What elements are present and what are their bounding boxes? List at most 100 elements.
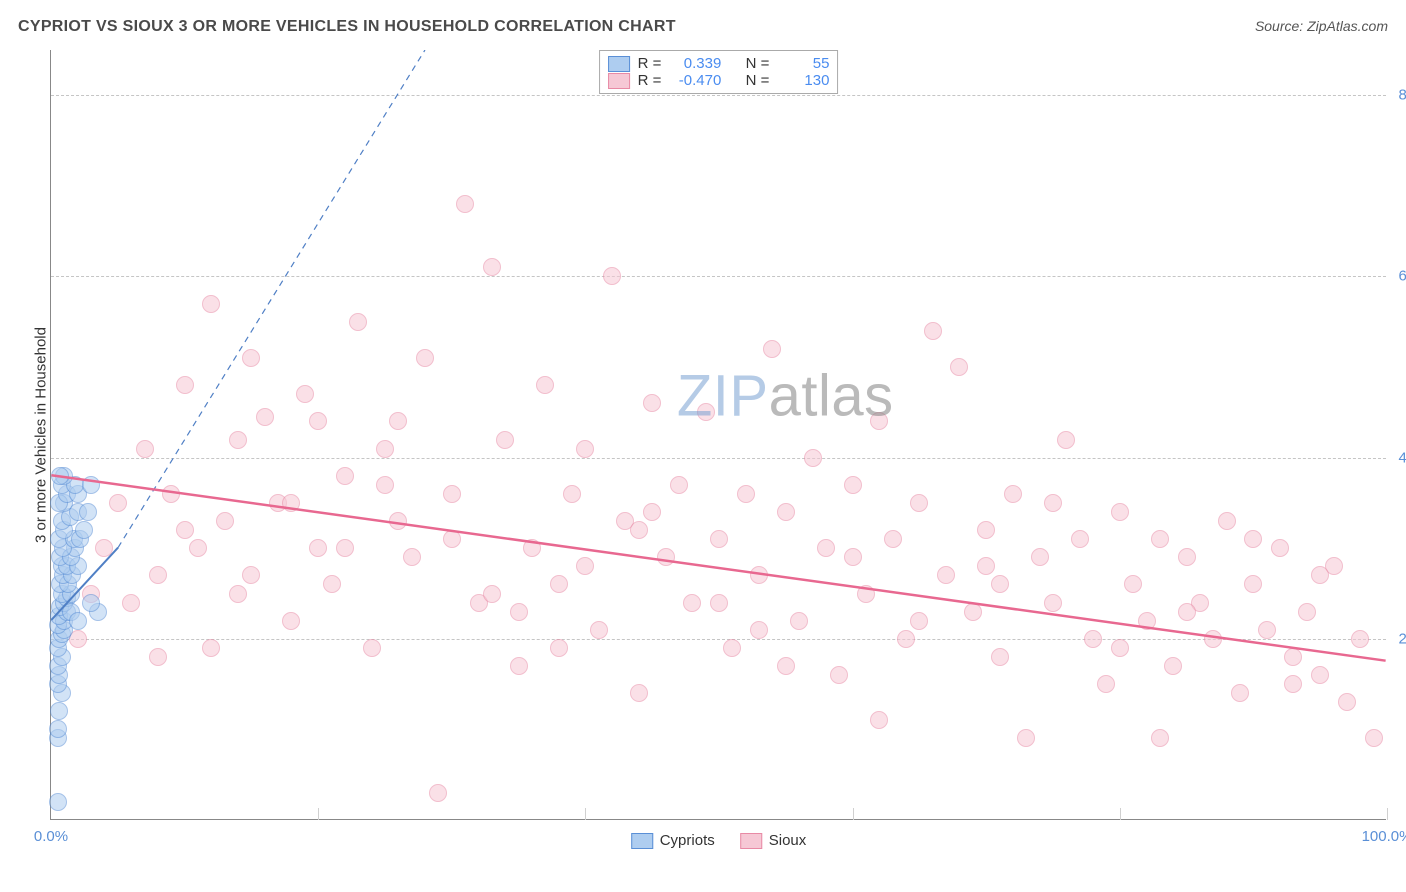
data-point: [1258, 621, 1276, 639]
data-point: [403, 548, 421, 566]
data-point: [82, 594, 100, 612]
legend-item: Sioux: [740, 832, 807, 849]
data-point: [1044, 594, 1062, 612]
legend-swatch: [740, 833, 762, 849]
data-point: [229, 431, 247, 449]
data-point: [603, 267, 621, 285]
data-point: [977, 521, 995, 539]
data-point: [723, 639, 741, 657]
data-point: [1084, 630, 1102, 648]
data-point: [897, 630, 915, 648]
data-point: [870, 711, 888, 729]
data-point: [683, 594, 701, 612]
legend-swatch: [608, 73, 630, 89]
data-point: [1284, 648, 1302, 666]
stat-label-n: N =: [746, 72, 770, 89]
data-point: [456, 195, 474, 213]
source-name: ZipAtlas.com: [1307, 18, 1388, 34]
x-tick-label: 100.0%: [1362, 828, 1406, 845]
data-point: [95, 539, 113, 557]
data-point: [643, 394, 661, 412]
data-point: [49, 720, 67, 738]
legend-swatch: [631, 833, 653, 849]
data-point: [1244, 575, 1262, 593]
stats-row: R =-0.470 N =130: [608, 72, 830, 89]
data-point: [1231, 684, 1249, 702]
tick-v: [1120, 808, 1121, 820]
data-point: [763, 340, 781, 358]
data-point: [202, 295, 220, 313]
tick-v: [1387, 808, 1388, 820]
y-tick-label: 20.0%: [1398, 630, 1406, 647]
data-point: [176, 376, 194, 394]
data-point: [176, 521, 194, 539]
data-point: [483, 585, 501, 603]
gridline-h: [51, 458, 1386, 459]
trendlines: [51, 50, 1386, 819]
legend-label: Cypriots: [660, 832, 715, 849]
data-point: [510, 657, 528, 675]
data-point: [777, 657, 795, 675]
data-point: [1071, 530, 1089, 548]
data-point: [697, 403, 715, 421]
stats-row: R =0.339 N =55: [608, 55, 830, 72]
source-prefix: Source:: [1255, 18, 1307, 34]
data-point: [1218, 512, 1236, 530]
data-point: [830, 666, 848, 684]
data-point: [336, 467, 354, 485]
y-tick-label: 60.0%: [1398, 268, 1406, 285]
data-point: [416, 349, 434, 367]
data-point: [1097, 675, 1115, 693]
data-point: [1124, 575, 1142, 593]
data-point: [1311, 666, 1329, 684]
series-legend: Cypriots Sioux: [631, 832, 807, 849]
data-point: [910, 494, 928, 512]
data-point: [69, 612, 87, 630]
y-tick-label: 80.0%: [1398, 87, 1406, 104]
data-point: [657, 548, 675, 566]
data-point: [202, 639, 220, 657]
data-point: [49, 793, 67, 811]
data-point: [1057, 431, 1075, 449]
stat-value-n: 55: [777, 55, 829, 72]
stat-label-r: R =: [638, 55, 662, 72]
data-point: [389, 512, 407, 530]
data-point: [964, 603, 982, 621]
data-point: [349, 313, 367, 331]
data-point: [1164, 657, 1182, 675]
data-point: [336, 539, 354, 557]
data-point: [550, 575, 568, 593]
y-tick-label: 40.0%: [1398, 449, 1406, 466]
data-point: [991, 648, 1009, 666]
legend-swatch: [608, 56, 630, 72]
data-point: [550, 639, 568, 657]
data-point: [737, 485, 755, 503]
data-point: [496, 431, 514, 449]
data-point: [189, 539, 207, 557]
data-point: [910, 612, 928, 630]
gridline-h: [51, 639, 1386, 640]
data-point: [844, 476, 862, 494]
data-point: [376, 476, 394, 494]
data-point: [750, 566, 768, 584]
tick-v: [318, 808, 319, 820]
data-point: [510, 603, 528, 621]
header: CYPRIOT VS SIOUX 3 OR MORE VEHICLES IN H…: [18, 18, 1388, 36]
data-point: [1178, 548, 1196, 566]
data-point: [82, 476, 100, 494]
source: Source: ZipAtlas.com: [1255, 18, 1388, 36]
stat-value-n: 130: [777, 72, 829, 89]
data-point: [777, 503, 795, 521]
stat-value-r: 0.339: [669, 55, 721, 72]
data-point: [162, 485, 180, 503]
stats-legend: R =0.339 N =55R =-0.470 N =130: [599, 50, 839, 94]
data-point: [977, 557, 995, 575]
stat-value-r: -0.470: [669, 72, 721, 89]
chart-title: CYPRIOT VS SIOUX 3 OR MORE VEHICLES IN H…: [18, 18, 676, 36]
data-point: [256, 408, 274, 426]
data-point: [750, 621, 768, 639]
data-point: [109, 494, 127, 512]
data-point: [136, 440, 154, 458]
data-point: [1311, 566, 1329, 584]
tick-v: [585, 808, 586, 820]
